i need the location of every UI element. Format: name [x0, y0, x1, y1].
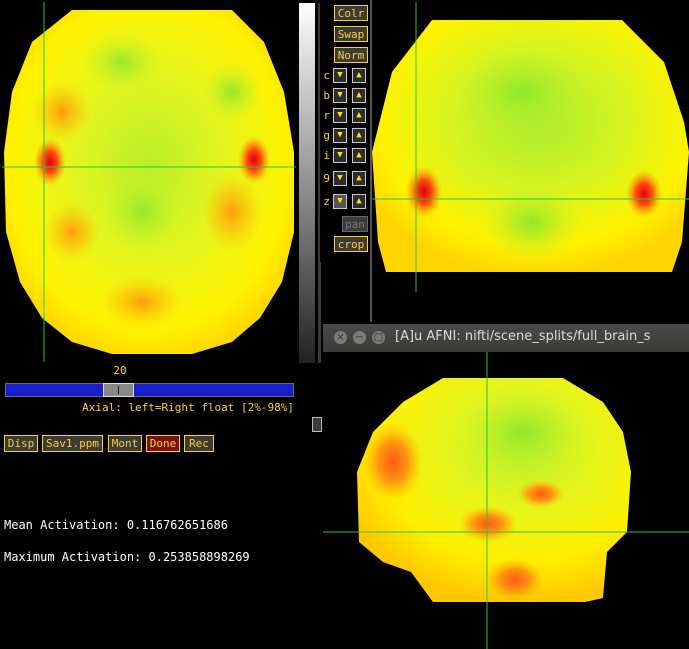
sagittal-window-title: [A]u AFNI: nifti/scene_splits/full_brain… — [395, 329, 651, 344]
montage-button[interactable]: Mont — [108, 435, 142, 452]
colorbar[interactable] — [299, 3, 315, 363]
down-arrow-icon[interactable]: ▼ — [333, 128, 347, 143]
colr-button[interactable]: Colr — [334, 5, 368, 21]
colorbar-divider — [318, 3, 321, 363]
gamma-label: g — [323, 129, 330, 142]
slice-slider-thumb[interactable] — [103, 383, 134, 397]
zoom-label: z — [323, 195, 330, 208]
swap-button[interactable]: Swap — [334, 26, 368, 42]
image-fraction-label: i — [323, 149, 330, 162]
up-arrow-icon[interactable]: ▲ — [352, 128, 366, 143]
contrast-label: c — [323, 69, 330, 82]
nine-label: 9 — [323, 172, 330, 185]
down-arrow-icon[interactable]: ▼ — [333, 194, 347, 209]
down-arrow-icon[interactable]: ▼ — [333, 88, 347, 103]
save-button[interactable]: Sav1.ppm — [42, 435, 103, 452]
slice-slider-track[interactable] — [5, 383, 294, 397]
up-arrow-icon[interactable]: ▲ — [352, 148, 366, 163]
mean-activation-line: Mean Activation: 0.116762651686 — [4, 518, 228, 532]
max-activation-line: Maximum Activation: 0.253858898269 — [4, 550, 250, 564]
up-arrow-icon[interactable]: ▲ — [352, 68, 366, 83]
brightness-label: b — [323, 89, 330, 102]
sagittal-window-titlebar[interactable]: × − □ — [323, 324, 689, 353]
up-arrow-icon[interactable]: ▲ — [352, 88, 366, 103]
down-arrow-icon[interactable]: ▼ — [333, 68, 347, 83]
left-arrow-icon[interactable] — [312, 417, 322, 432]
coronal-brain-image[interactable] — [372, 2, 689, 292]
down-arrow-icon[interactable]: ▼ — [333, 171, 347, 186]
rotate-label: r — [323, 109, 330, 122]
sagittal-brain-image[interactable] — [323, 352, 689, 649]
axial-brain-image[interactable] — [2, 2, 296, 362]
minimize-icon[interactable]: − — [353, 331, 366, 344]
axial-caption: Axial: left=Right float [2%-98%] — [82, 401, 294, 414]
slice-number: 20 — [113, 364, 127, 377]
pan-button[interactable]: pan — [342, 216, 368, 232]
norm-button[interactable]: Norm — [334, 47, 368, 63]
up-arrow-icon[interactable]: ▲ — [352, 194, 366, 209]
up-arrow-icon[interactable]: ▲ — [352, 108, 366, 123]
close-icon[interactable]: × — [334, 331, 347, 344]
window-divider — [370, 0, 372, 322]
disp-button[interactable]: Disp — [4, 435, 38, 452]
done-button[interactable]: Done — [146, 435, 180, 452]
down-arrow-icon[interactable]: ▼ — [333, 148, 347, 163]
record-button[interactable]: Rec — [184, 435, 214, 452]
crop-button[interactable]: crop — [334, 236, 368, 252]
down-arrow-icon[interactable]: ▼ — [333, 108, 347, 123]
maximize-icon[interactable]: □ — [372, 331, 385, 344]
up-arrow-icon[interactable]: ▲ — [352, 171, 366, 186]
